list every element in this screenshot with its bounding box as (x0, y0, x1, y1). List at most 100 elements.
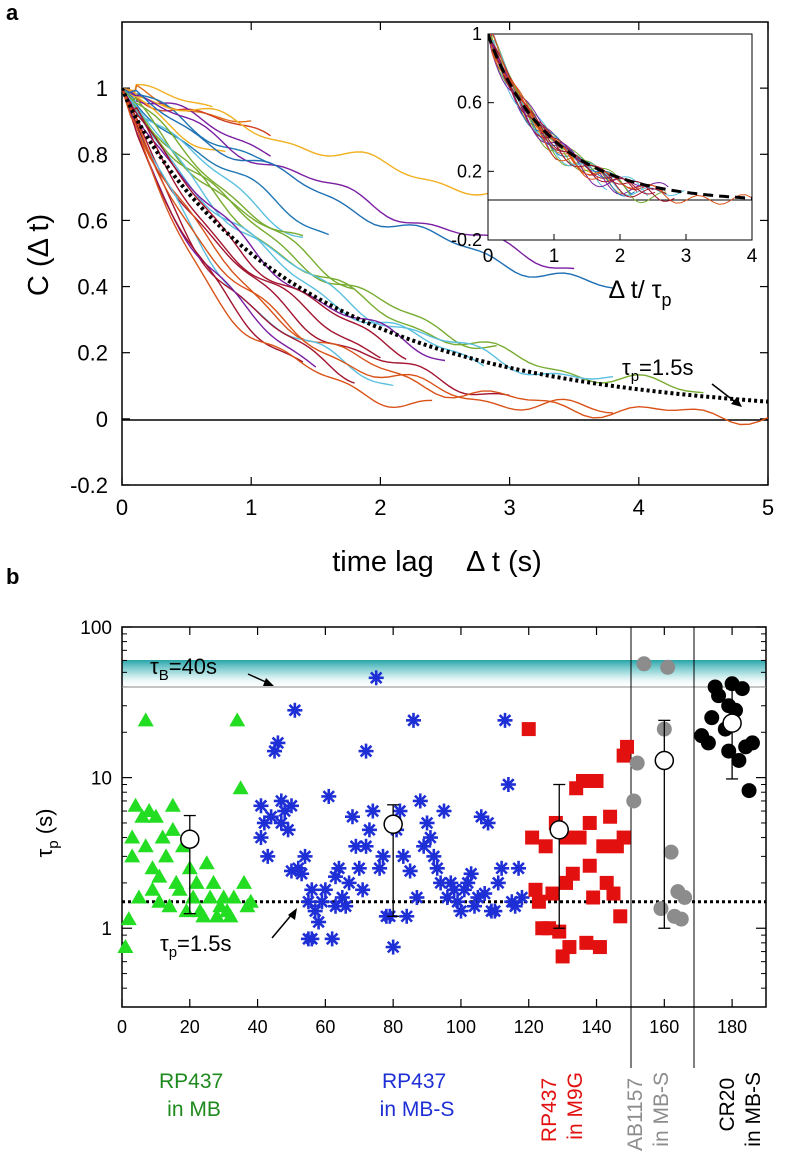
panel-a-curves (122, 83, 768, 426)
point-rp437-in-mb (124, 848, 141, 863)
point-rp437-in-m9g (538, 839, 553, 854)
point-rp437-in-mb-s (477, 886, 493, 902)
point-rp437-in-mb (229, 712, 246, 727)
asterisk-stroke (353, 862, 366, 875)
asterisk-stroke (502, 778, 515, 791)
point-rp437-in-mb-s (263, 809, 279, 825)
asterisk-stroke (363, 823, 376, 837)
point-rp437-in-mb-s (361, 822, 377, 838)
point-rp437-in-mb (137, 712, 154, 727)
mean-marker (180, 829, 200, 849)
point-rp437-in-mb (154, 829, 171, 844)
point-rp437-in-mb (151, 868, 168, 883)
inset-y-tick-label: -0.2 (451, 230, 482, 250)
point-rp437-in-mb (141, 803, 158, 818)
svg-text:τp=1.5s: τp=1.5s (160, 931, 231, 961)
asterisk-stroke (254, 831, 268, 844)
y-tick-label: 1 (101, 919, 112, 940)
point-cr20-in-mb-s (704, 710, 720, 726)
asterisk-stroke (339, 899, 352, 913)
tau-p-annotation-b: τp=1.5s (160, 908, 297, 961)
group-label-ab1157: AB1157 in MB-S (624, 1072, 673, 1151)
asterisk-stroke (427, 850, 441, 863)
asterisk-stroke (319, 883, 332, 897)
point-rp437-in-mb-s (294, 866, 310, 882)
point-rp437-in-mb-s (365, 803, 381, 819)
point-rp437-in-mb-s (297, 848, 313, 864)
asterisk-stroke (481, 816, 495, 830)
point-rp437-in-mb-s (307, 903, 323, 919)
point-rp437-in-mb (147, 808, 164, 823)
asterisk-stroke (495, 862, 508, 875)
point-rp437-in-mb (232, 780, 249, 795)
x-tick-label: 100 (446, 1017, 476, 1037)
x-tick-label: 0 (117, 1017, 127, 1037)
asterisk-stroke (332, 862, 346, 875)
y-tick-label: 100 (80, 618, 112, 639)
correlation-curve (122, 87, 226, 153)
point-cr20-in-mb-s (711, 688, 727, 704)
asterisk-stroke (302, 895, 315, 908)
point-rp437-in-mb (120, 911, 137, 926)
point-rp437-in-mb (185, 889, 202, 904)
tau-p-annotation-a: τp=1.5s (622, 355, 742, 407)
asterisk-stroke (285, 799, 298, 813)
correlation-curve (122, 87, 614, 289)
asterisk-stroke (400, 910, 413, 923)
inset-ticks: 0 1 2 3 4 -0.2 0.2 0.6 1 (451, 24, 758, 267)
point-cr20-in-mb-s (731, 752, 747, 768)
asterisk-stroke (349, 840, 363, 853)
correlation-curve (122, 87, 407, 360)
asterisk-stroke (454, 904, 468, 918)
point-rp437-in-mb (205, 874, 222, 889)
asterisk-stroke (386, 940, 400, 954)
asterisk-stroke (264, 810, 278, 823)
inset-x-tick-label: 2 (615, 246, 626, 267)
mean-marker (383, 814, 403, 835)
point-rp437-in-mb-s (368, 670, 384, 686)
mean-marker (549, 820, 569, 840)
point-rp437-in-mb-s (426, 848, 442, 864)
correlation-curve (122, 87, 614, 414)
point-rp437-in-mb-s (409, 889, 425, 905)
correlation-curve (122, 87, 271, 165)
reference-curve (122, 87, 768, 404)
asterisk-stroke (430, 862, 444, 875)
point-rp437-in-mb-s (480, 815, 496, 831)
point-rp437-in-m9g (525, 830, 540, 845)
asterisk-stroke (515, 891, 529, 904)
point-rp437-in-mb (127, 797, 144, 812)
point-rp437-in-mb-s (324, 931, 340, 947)
panel-a-ticks: 0 1 2 3 4 5-0.200.20.40.60.81 (70, 22, 774, 520)
group-label-rp437-mb: RP437 in MB (159, 1070, 229, 1121)
point-rp437-in-mb (137, 838, 154, 853)
point-rp437-in-mb-s (311, 914, 327, 930)
point-rp437-in-m9g (531, 894, 546, 909)
x-tick-label: 180 (717, 1017, 747, 1037)
asterisk-stroke (397, 850, 410, 863)
point-rp437-in-mb (202, 889, 219, 904)
inset-x-tick-label: 1 (549, 246, 560, 267)
point-ab1157-in-mb-s (677, 889, 693, 905)
point-ab1157-in-mb-s (626, 793, 642, 809)
point-rp437-in-mb (208, 908, 225, 923)
mean-errorbar (654, 719, 675, 929)
svg-text:τB=40s: τB=40s (150, 654, 217, 684)
point-rp437-in-mb (144, 860, 161, 875)
panel-b-axes: 0 20 40 60 80 100 120 140 160 180 1 10 100 (80, 618, 767, 1068)
point-rp437-in-mb-s (514, 889, 530, 905)
correlation-curve (122, 87, 510, 396)
point-rp437-in-mb-s (500, 777, 516, 793)
point-rp437-in-mb (151, 893, 168, 908)
x-tick-label: 80 (383, 1017, 403, 1037)
point-rp437-in-mb-s (436, 803, 452, 819)
x-tick-label: 5 (762, 495, 774, 520)
asterisk-stroke (298, 850, 312, 863)
y-tick-label: 0 (96, 407, 108, 432)
point-rp437-in-mb-s (314, 894, 330, 910)
asterisk-stroke (407, 714, 420, 727)
asterisk-stroke (254, 799, 268, 813)
point-rp437-in-mb-s (304, 931, 320, 947)
point-rp437-in-mb-s (497, 712, 513, 728)
mean-errorbar (180, 814, 200, 915)
